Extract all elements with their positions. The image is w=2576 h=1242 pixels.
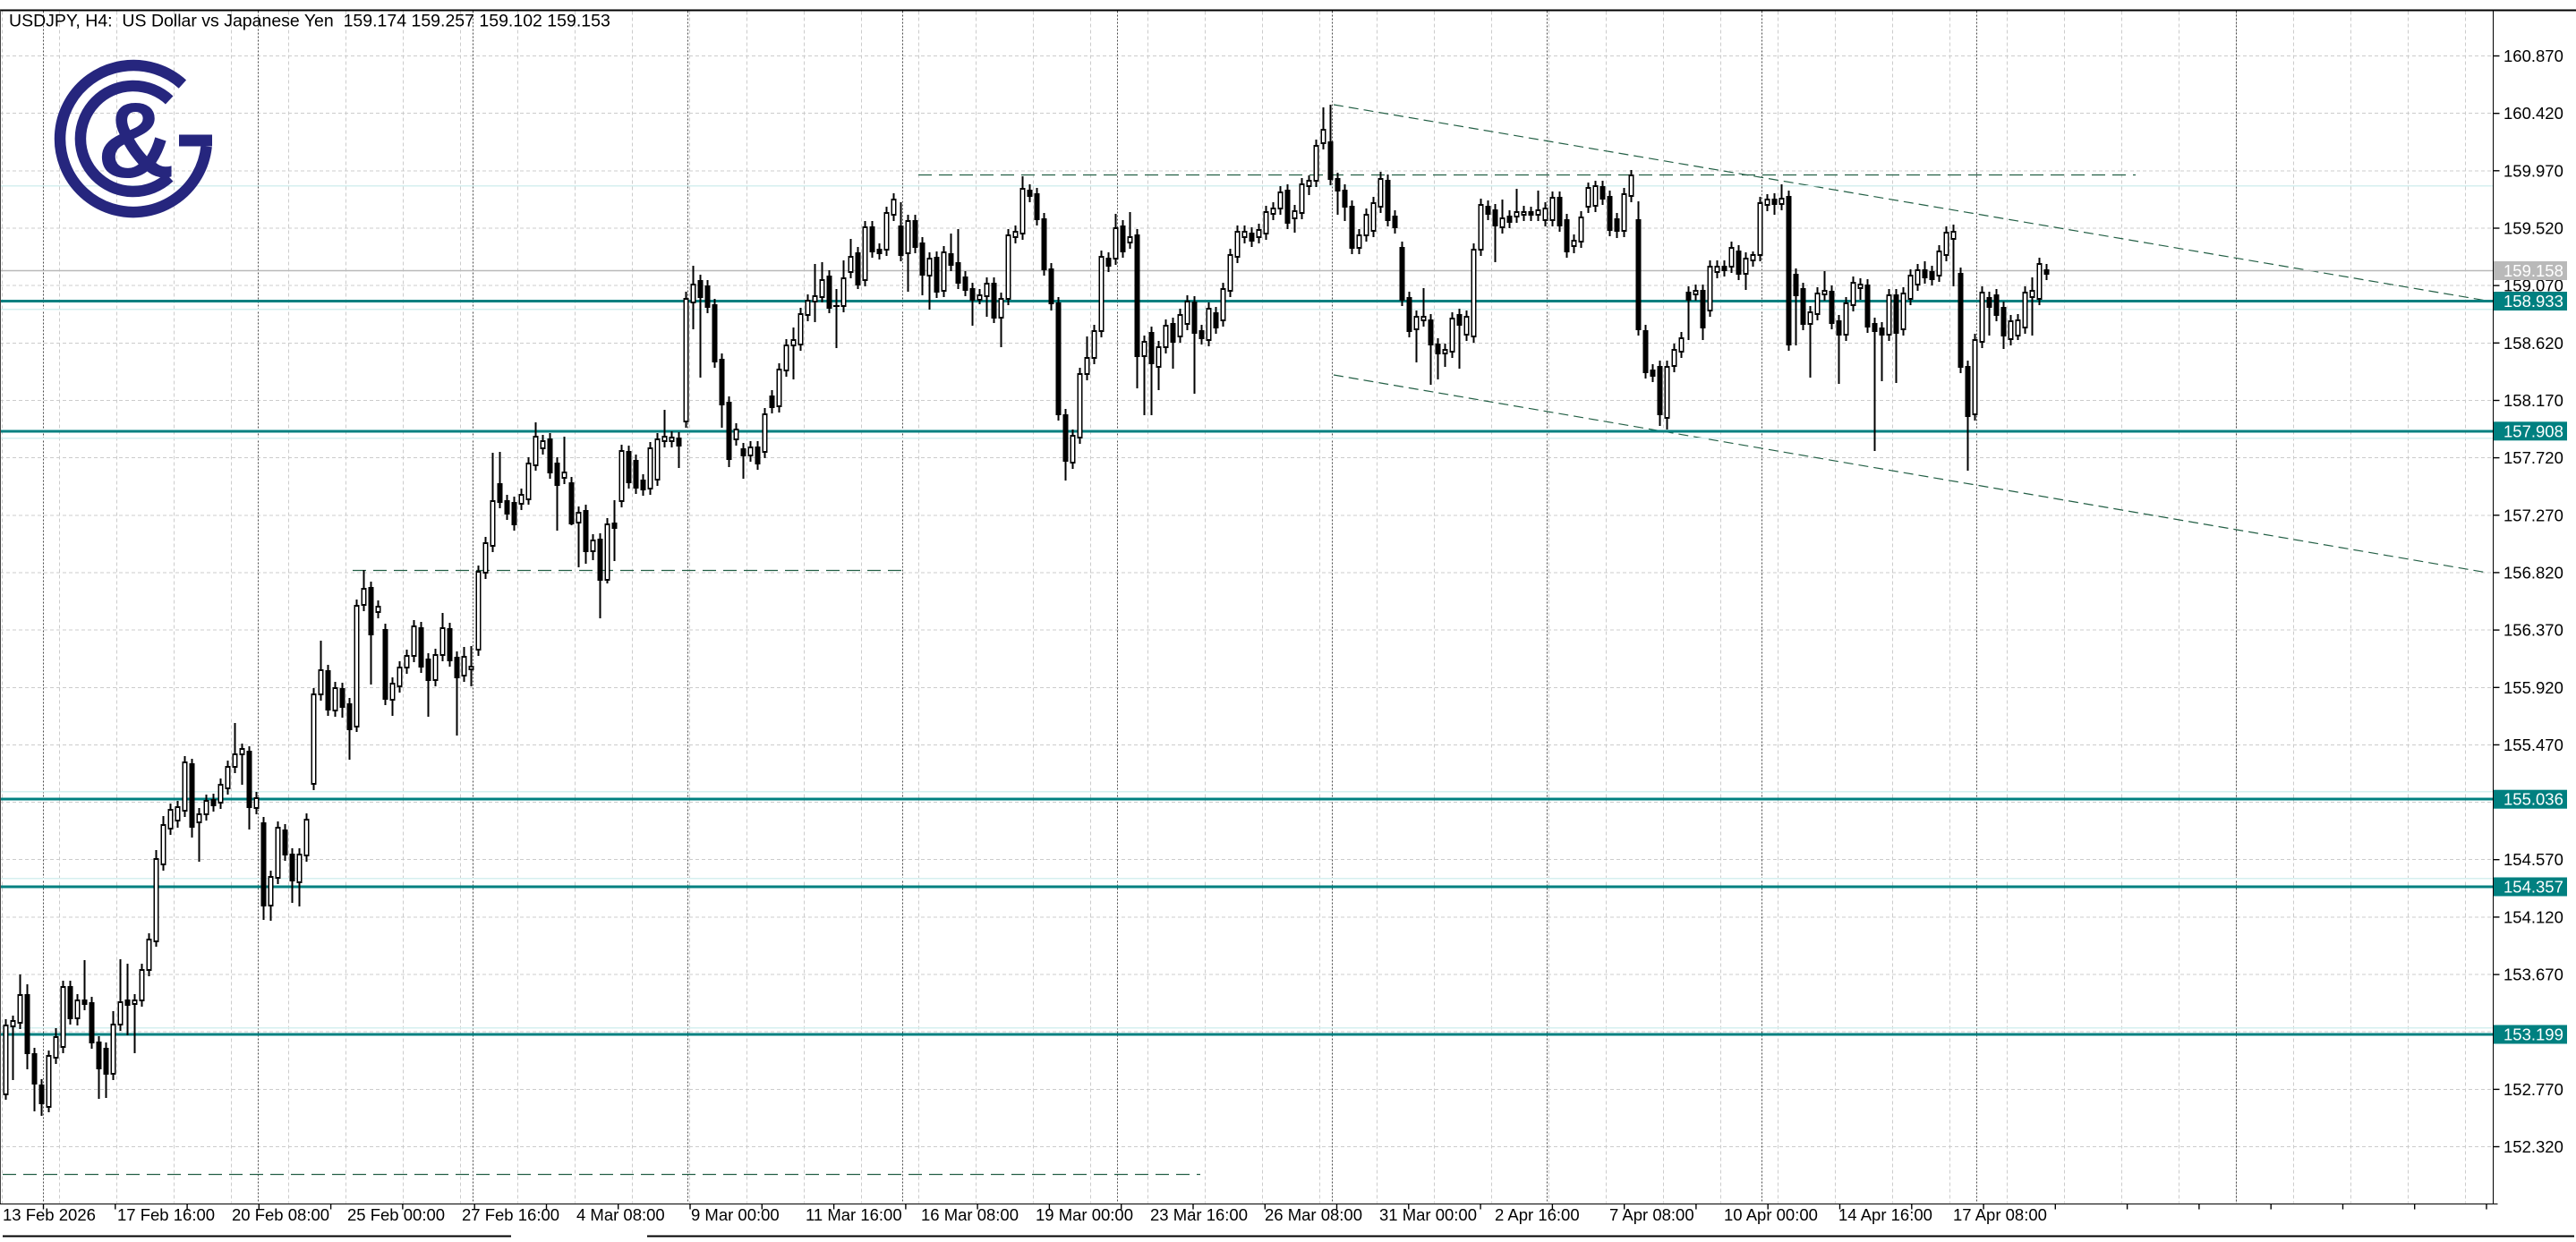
svg-text:14 Apr 16:00: 14 Apr 16:00 bbox=[1838, 1205, 1932, 1224]
svg-text:153.670: 153.670 bbox=[2503, 966, 2563, 984]
svg-text:23 Mar 16:00: 23 Mar 16:00 bbox=[1150, 1205, 1248, 1224]
svg-text:159.970: 159.970 bbox=[2503, 161, 2563, 180]
svg-text:31 Mar 00:00: 31 Mar 00:00 bbox=[1379, 1205, 1477, 1224]
svg-text:10 Apr 00:00: 10 Apr 00:00 bbox=[1724, 1205, 1818, 1224]
svg-text:155.920: 155.920 bbox=[2503, 678, 2563, 697]
svg-text:16 Mar 08:00: 16 Mar 08:00 bbox=[921, 1205, 1019, 1224]
svg-text:USDJPY, H4: US Dollar vs Japa: USDJPY, H4: US Dollar vs Japanese Yen 15… bbox=[9, 12, 610, 31]
svg-text:158.620: 158.620 bbox=[2503, 334, 2563, 353]
svg-text:155.470: 155.470 bbox=[2503, 736, 2563, 754]
svg-text:156.370: 156.370 bbox=[2503, 621, 2563, 640]
svg-text:159.070: 159.070 bbox=[2503, 276, 2563, 295]
svg-text:152.320: 152.320 bbox=[2503, 1137, 2563, 1156]
svg-text:&: & bbox=[98, 81, 175, 200]
svg-text:26 Mar 08:00: 26 Mar 08:00 bbox=[1265, 1205, 1362, 1224]
svg-text:153.199: 153.199 bbox=[2503, 1025, 2563, 1044]
svg-text:157.270: 157.270 bbox=[2503, 506, 2563, 524]
svg-text:4 Mar 08:00: 4 Mar 08:00 bbox=[576, 1205, 665, 1224]
svg-text:20 Feb 08:00: 20 Feb 08:00 bbox=[232, 1205, 329, 1224]
svg-text:7 Apr 08:00: 7 Apr 08:00 bbox=[1609, 1205, 1694, 1224]
svg-text:158.170: 158.170 bbox=[2503, 391, 2563, 410]
svg-text:159.158: 159.158 bbox=[2503, 261, 2563, 280]
svg-text:159.520: 159.520 bbox=[2503, 219, 2563, 238]
svg-text:9 Mar 00:00: 9 Mar 00:00 bbox=[691, 1205, 780, 1224]
svg-text:2 Apr 16:00: 2 Apr 16:00 bbox=[1495, 1205, 1580, 1224]
svg-text:157.720: 157.720 bbox=[2503, 448, 2563, 467]
svg-text:160.420: 160.420 bbox=[2503, 104, 2563, 123]
svg-text:27 Feb 16:00: 27 Feb 16:00 bbox=[462, 1205, 559, 1224]
svg-text:13 Feb 2026: 13 Feb 2026 bbox=[3, 1205, 96, 1224]
svg-text:155.036: 155.036 bbox=[2503, 790, 2563, 809]
svg-text:158.933: 158.933 bbox=[2503, 292, 2563, 310]
svg-text:11 Mar 16:00: 11 Mar 16:00 bbox=[806, 1205, 902, 1224]
svg-text:17 Apr 08:00: 17 Apr 08:00 bbox=[1953, 1205, 2047, 1224]
svg-text:19 Mar 00:00: 19 Mar 00:00 bbox=[1036, 1205, 1133, 1224]
svg-text:157.908: 157.908 bbox=[2503, 421, 2563, 440]
svg-text:154.120: 154.120 bbox=[2503, 907, 2563, 926]
svg-text:154.570: 154.570 bbox=[2503, 850, 2563, 869]
svg-text:25 Feb 00:00: 25 Feb 00:00 bbox=[347, 1205, 445, 1224]
svg-text:154.357: 154.357 bbox=[2503, 878, 2563, 897]
svg-text:160.870: 160.870 bbox=[2503, 47, 2563, 65]
svg-text:152.770: 152.770 bbox=[2503, 1080, 2563, 1099]
svg-text:156.820: 156.820 bbox=[2503, 563, 2563, 582]
svg-text:17 Feb 16:00: 17 Feb 16:00 bbox=[117, 1205, 215, 1224]
